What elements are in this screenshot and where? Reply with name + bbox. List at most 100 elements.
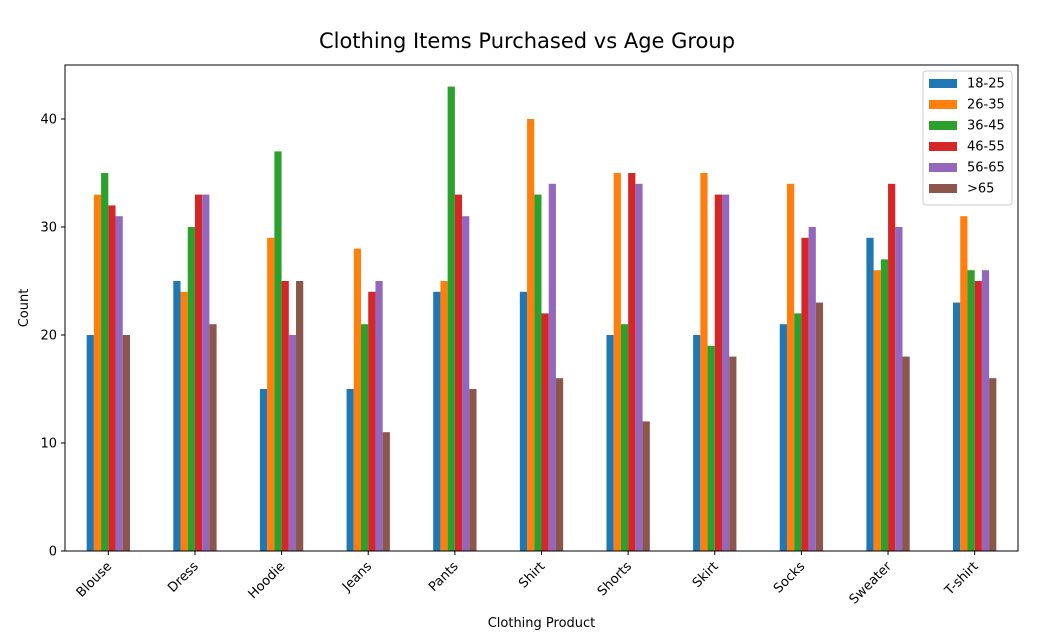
x-tick-label: Blouse (74, 559, 115, 600)
bar-26-35-T-shirt (960, 216, 968, 551)
x-tick-label: T-shirt (942, 559, 982, 599)
bar-56-65-Shorts (635, 183, 643, 552)
bar-26-35-Blouse (93, 194, 102, 551)
bar-46-55-Shirt (541, 313, 549, 551)
bar->65-Socks (815, 302, 824, 551)
bar-18-25-Skirt (693, 335, 701, 551)
bar-56-65-Sweater (895, 227, 903, 551)
bar-46-55-Blouse (108, 205, 116, 551)
bar-18-25-Socks (779, 324, 787, 551)
chart-title: Clothing Items Purchased vs Age Group (319, 29, 735, 53)
bar-36-45-Pants (447, 86, 455, 551)
legend-label: 26-35 (967, 98, 1005, 113)
bar-36-45-Blouse (101, 173, 109, 551)
x-tick-label: Pants (426, 559, 462, 595)
x-tick-label: Skirt (690, 559, 722, 591)
bar-26-35-Jeans (353, 248, 362, 551)
bar-18-25-Pants (433, 291, 441, 551)
bar-46-55-Hoodie (281, 281, 289, 551)
bar-36-45-Skirt (707, 345, 715, 551)
bar-26-35-Pants (440, 281, 448, 551)
bar-56-65-Blouse (115, 216, 123, 551)
bar-46-55-Pants (454, 194, 463, 551)
bar-18-25-Blouse (86, 335, 94, 551)
legend-swatch-46-55 (929, 142, 957, 151)
y-tick-label: 40 (40, 113, 57, 128)
bar-56-65-Hoodie (288, 335, 297, 551)
x-tick-label: Sweater (847, 559, 896, 608)
bar-36-45-T-shirt (967, 270, 975, 551)
x-tick-label: Hoodie (246, 559, 289, 602)
x-axis: Blouse Dress Hoodie Jeans Pants Shirt Shorts Sk… (74, 551, 982, 608)
bar-46-55-Shorts (628, 173, 636, 551)
bar-26-35-Socks (786, 183, 795, 552)
bar-56-65-Jeans (375, 281, 383, 551)
bar-18-25-Sweater (866, 237, 874, 552)
bar-26-35-Sweater (873, 270, 881, 551)
bar->65-Shirt (555, 378, 564, 551)
bar-36-45-Socks (794, 313, 802, 551)
bar-46-55-Socks (801, 237, 809, 552)
bar-46-55-Skirt (714, 194, 722, 551)
bar-56-65-Socks (808, 227, 816, 551)
y-tick-label: 0 (49, 545, 57, 560)
bar-26-35-Hoodie (267, 237, 275, 552)
legend-swatch->65 (929, 184, 957, 193)
bar-18-25-Jeans (346, 389, 354, 551)
bar-26-35-Shorts (613, 173, 621, 551)
bar-56-65-Dress (202, 194, 210, 551)
bar-18-25-T-shirt (953, 302, 961, 551)
bar-18-25-Shirt (519, 291, 528, 551)
x-tick-label: Socks (771, 559, 808, 596)
legend-label: 36-45 (967, 119, 1005, 134)
bar->65-Hoodie (296, 281, 304, 551)
x-tick-label: Shirt (516, 559, 548, 591)
bar-56-65-Pants (462, 216, 470, 551)
bar-56-65-T-shirt (981, 270, 990, 551)
y-axis: 0 10 20 30 40 (40, 113, 65, 560)
legend-label: 56-65 (967, 161, 1005, 176)
bar-36-45-Hoodie (274, 151, 282, 551)
bar->65-Jeans (382, 432, 390, 551)
bar-26-35-Dress (180, 291, 188, 551)
legend-label: 46-55 (967, 140, 1005, 155)
bar-46-55-T-shirt (974, 281, 982, 551)
bar-26-35-Shirt (527, 119, 535, 551)
bar-56-65-Skirt (721, 194, 730, 551)
bar->65-Pants (469, 389, 477, 551)
legend-swatch-18-25 (929, 79, 957, 88)
bar->65-Blouse (122, 335, 130, 551)
bar-18-25-Shorts (606, 335, 614, 551)
bar-46-55-Jeans (368, 291, 376, 551)
bar->65-Sweater (902, 356, 910, 551)
plot-frame (64, 64, 1019, 552)
bar-36-45-Sweater (880, 259, 889, 551)
y-tick-label: 20 (40, 329, 57, 344)
bar->65-Dress (209, 324, 217, 551)
bar-36-45-Shirt (534, 194, 542, 551)
y-tick-label: 30 (40, 221, 57, 236)
bar-36-45-Shorts (620, 324, 629, 551)
legend-swatch-56-65 (929, 163, 957, 172)
bar->65-Skirt (729, 356, 737, 551)
legend-swatch-26-35 (929, 100, 957, 109)
legend-label: >65 (967, 182, 994, 197)
legend-swatch-36-45 (929, 121, 957, 130)
bar-26-35-Skirt (700, 173, 708, 551)
x-tick-label: Shorts (595, 559, 635, 599)
bar-36-45-Dress (187, 227, 195, 551)
bar->65-T-shirt (989, 378, 997, 551)
bar-46-55-Dress (194, 194, 203, 551)
x-axis-label: Clothing Product (488, 616, 596, 631)
bars-layer (86, 86, 997, 552)
bar-18-25-Dress (173, 281, 181, 551)
bar-46-55-Sweater (888, 183, 896, 552)
legend-label: 18-25 (967, 77, 1005, 92)
y-axis-label: Count (17, 289, 32, 328)
bar-18-25-Hoodie (259, 389, 268, 551)
x-tick-label: Dress (165, 559, 202, 596)
bar-36-45-Jeans (361, 324, 369, 551)
x-tick-label: Jeans (339, 559, 375, 595)
